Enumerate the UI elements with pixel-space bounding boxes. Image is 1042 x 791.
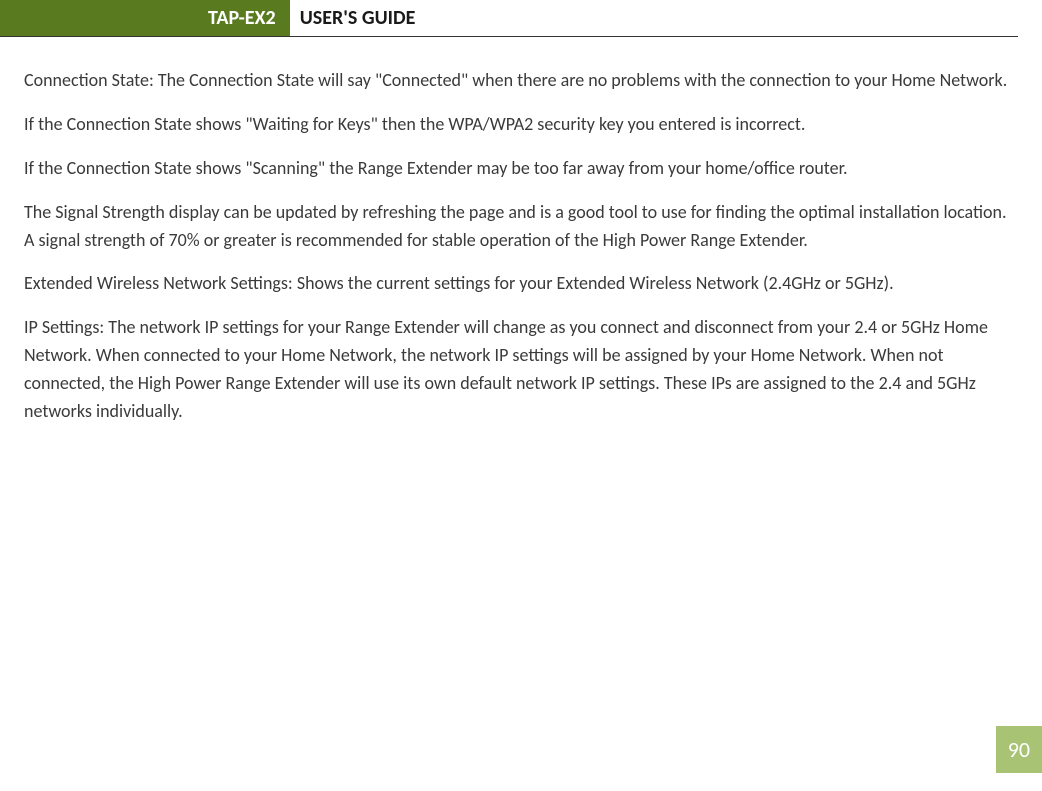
paragraph: IP Settings: The network IP settings for… <box>24 314 1018 426</box>
document-title: USER'S GUIDE <box>290 0 416 36</box>
document-header: TAP-EX2 USER'S GUIDE <box>0 0 1018 37</box>
paragraph: The Signal Strength display can be updat… <box>24 199 1018 255</box>
paragraph: Extended Wireless Network Settings: Show… <box>24 270 1018 298</box>
paragraph: Connection State: The Connection State w… <box>24 67 1018 95</box>
product-badge: TAP-EX2 <box>0 0 290 36</box>
document-body: Connection State: The Connection State w… <box>0 37 1042 426</box>
paragraph: If the Connection State shows "Waiting f… <box>24 111 1018 139</box>
paragraph: If the Connection State shows "Scanning"… <box>24 155 1018 183</box>
page-number: 90 <box>996 726 1042 773</box>
